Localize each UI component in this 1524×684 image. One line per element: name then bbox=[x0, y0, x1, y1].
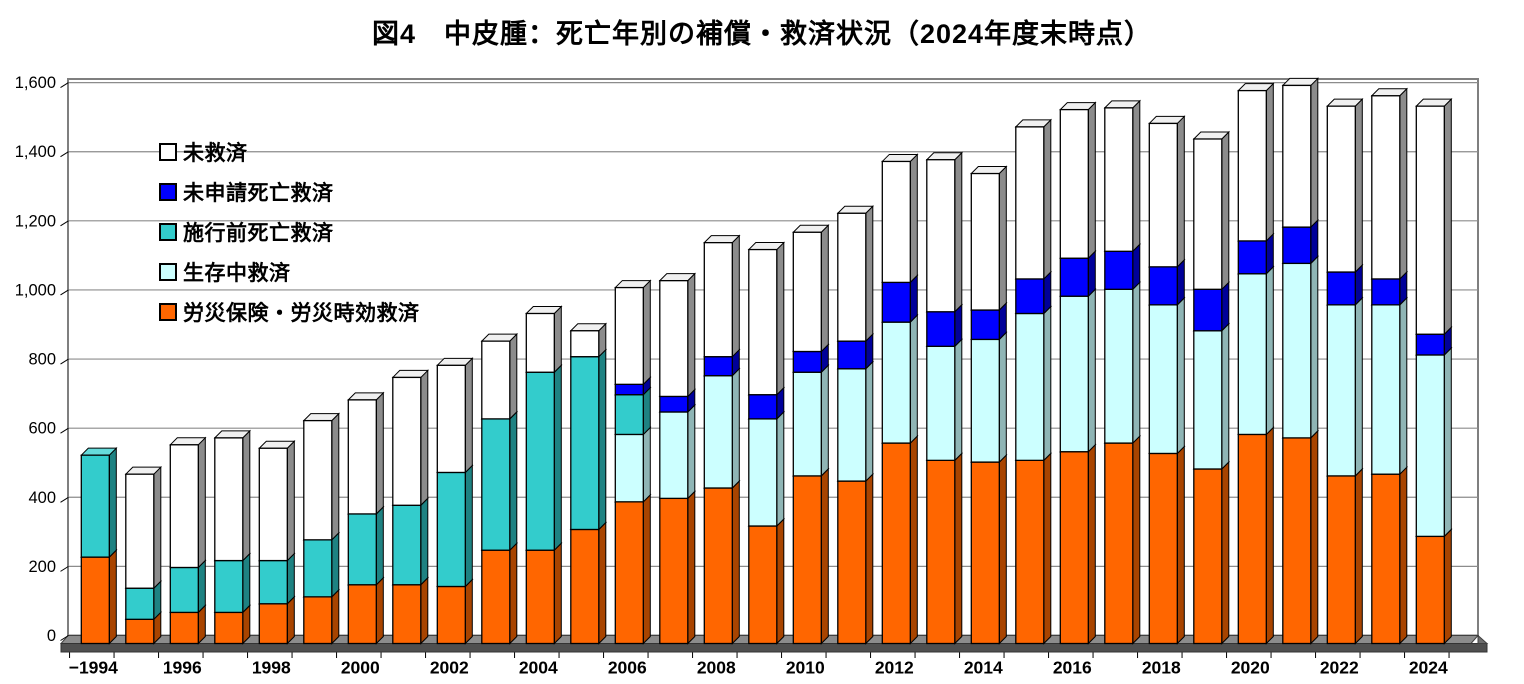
x-tick-label: 2014 bbox=[964, 658, 1003, 678]
legend-swatch-icon bbox=[159, 263, 177, 281]
bar-2015 bbox=[1014, 118, 1053, 645]
y-tick-label: 1,200 bbox=[15, 212, 56, 230]
bar-2000 bbox=[347, 391, 385, 645]
x-tick-label: 2018 bbox=[1142, 658, 1181, 678]
y-tick-label: 400 bbox=[28, 489, 56, 507]
bar-2007 bbox=[658, 272, 697, 645]
y-tick-label: 0 bbox=[47, 627, 56, 645]
y-tick-label: 1,400 bbox=[15, 143, 56, 161]
bar-2024 bbox=[1415, 97, 1453, 645]
x-tick-label: 1996 bbox=[163, 658, 202, 678]
y-tick-label: 600 bbox=[28, 420, 56, 438]
bar-2009 bbox=[747, 241, 786, 645]
legend-label: 未救済 bbox=[183, 142, 248, 165]
legend-item-2: 施行前死亡救済 bbox=[159, 217, 334, 247]
x-tick-label: 2006 bbox=[608, 658, 647, 678]
legend-item-0: 未救済 bbox=[159, 137, 248, 167]
bar-2021 bbox=[1281, 77, 1320, 645]
x-tick-label: 2024 bbox=[1409, 658, 1448, 678]
legend-label: 生存中救済 bbox=[183, 262, 291, 285]
bars bbox=[80, 77, 1453, 645]
y-tick-label: 1,000 bbox=[15, 281, 56, 299]
x-tick-label: 2002 bbox=[430, 658, 469, 678]
x-tick-label: 2000 bbox=[341, 658, 380, 678]
bar-2001 bbox=[391, 369, 430, 645]
legend-label: 未申請死亡救済 bbox=[183, 182, 334, 205]
bar-2017 bbox=[1103, 99, 1142, 645]
bar-1998 bbox=[258, 440, 296, 645]
bar-2014 bbox=[970, 165, 1008, 645]
x-tick-label: 2022 bbox=[1320, 658, 1359, 678]
bar--1994 bbox=[80, 446, 118, 645]
bar-2019 bbox=[1192, 130, 1231, 645]
bar-2003 bbox=[480, 332, 519, 645]
legend-swatch-icon bbox=[159, 303, 177, 321]
bar-2022 bbox=[1326, 97, 1364, 645]
legend-swatch-icon bbox=[159, 223, 177, 241]
x-tick-label: 2004 bbox=[519, 658, 558, 678]
bar-2023 bbox=[1370, 87, 1409, 645]
chart-title: 図4 中皮腫：死亡年別の補償・救済状況（2024年度末時点） bbox=[371, 19, 1153, 49]
x-tick-label: 2008 bbox=[697, 658, 736, 678]
x-tick-label: 2010 bbox=[786, 658, 825, 678]
bar-2004 bbox=[525, 305, 563, 645]
bar-2018 bbox=[1148, 115, 1186, 645]
bar-1996 bbox=[169, 436, 207, 645]
bar-2008 bbox=[703, 234, 741, 645]
x-axis: −1994 1996 1998 2000 2002 2004 2006 2008 2010 201… bbox=[69, 652, 1450, 678]
legend-label: 労災保険・労災時効救済 bbox=[183, 302, 420, 325]
bar-1999 bbox=[302, 412, 341, 645]
y-tick-label: 1,600 bbox=[15, 74, 56, 92]
x-tick-label: −1994 bbox=[69, 658, 118, 678]
bar-2011 bbox=[836, 205, 875, 645]
legend-item-3: 生存中救済 bbox=[159, 257, 291, 287]
bar-2020 bbox=[1237, 82, 1275, 645]
x-tick-label: 1998 bbox=[252, 658, 291, 678]
legend-item-4: 労災保険・労災時効救済 bbox=[159, 297, 420, 327]
y-axis: 0 200 400 600 800 1,000 1,200 1,400 1,600 bbox=[15, 74, 69, 645]
bar-2006 bbox=[614, 279, 652, 645]
bar-1997 bbox=[213, 429, 252, 645]
y-tick-label: 200 bbox=[28, 558, 56, 576]
legend-swatch-icon bbox=[159, 183, 177, 201]
x-tick-label: 2016 bbox=[1053, 658, 1092, 678]
bar-2012 bbox=[881, 153, 919, 645]
legend-swatch-icon bbox=[159, 143, 177, 161]
x-tick-label: 2020 bbox=[1231, 658, 1270, 678]
bar-2005 bbox=[569, 322, 608, 645]
y-tick-label: 800 bbox=[28, 351, 56, 369]
legend-label: 施行前死亡救済 bbox=[183, 222, 334, 245]
x-tick-label: 2012 bbox=[875, 658, 914, 678]
bar-2013 bbox=[925, 151, 964, 645]
bar-2016 bbox=[1059, 101, 1097, 645]
bar-1995 bbox=[124, 465, 163, 645]
legend-item-1: 未申請死亡救済 bbox=[159, 177, 334, 207]
bar-2010 bbox=[792, 224, 830, 645]
bar-2002 bbox=[436, 357, 474, 645]
